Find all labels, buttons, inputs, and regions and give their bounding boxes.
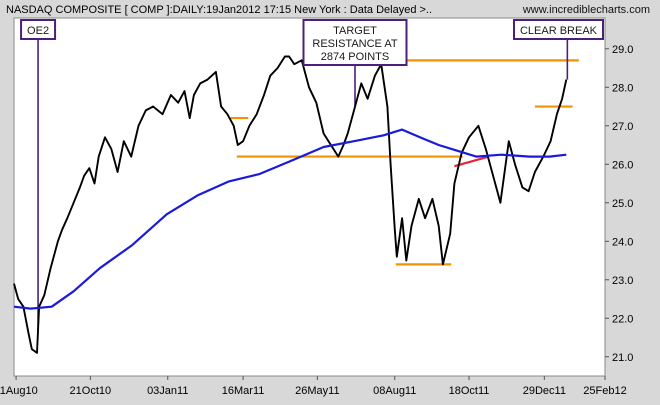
x-tick-label-8: 25Feb12: [583, 385, 626, 397]
annotation-box-1: [302, 19, 408, 66]
x-tick-label-7: 29Dec11: [523, 385, 566, 397]
x-tick-label-1: 21Oct10: [70, 385, 112, 397]
annotation-text-0-0: OE2: [27, 25, 49, 37]
y-tick-label-6: 27.0: [612, 121, 633, 133]
annotation-text-1-1: RESISTANCE AT: [312, 38, 397, 50]
annotation-box-0: [20, 19, 57, 40]
plot-area: [13, 17, 606, 377]
y-axis: 21.0 22.0 23.0 24.0 25.0 26.0 27.0 28.0 29.0: [605, 44, 633, 364]
website-url[interactable]: www.incrediblecharts.com: [522, 4, 650, 16]
y-tick-label-0: 21.0: [612, 352, 633, 364]
y-tick-label-4: 25.0: [612, 198, 633, 210]
y-tick-label-2: 23.0: [612, 275, 633, 287]
x-tick-label-4: 26May11: [295, 385, 339, 397]
x-tick-label-6: 18Oct11: [449, 385, 490, 397]
annotation-text-1-0: TARGET: [333, 25, 377, 37]
x-tick-label-3: 16Mar11: [222, 385, 265, 397]
x-tick-label-2: 03Jan11: [147, 385, 188, 397]
annotation-lines: [37, 39, 569, 330]
level-line-5: [454, 155, 490, 168]
x-axis: 11Aug10 21Oct10 03Jan11 16Mar11 26May11 08Aug…: [0, 376, 627, 397]
y-tick-label-7: 28.0: [612, 82, 633, 94]
y-tick-label-1: 22.0: [612, 313, 633, 325]
annotation-text-2-0: CLEAR BREAK: [520, 25, 598, 37]
y-tick-label-8: 29.0: [612, 44, 633, 56]
x-tick-label-5: 08Aug11: [373, 385, 416, 397]
annotation-text-1-2: 2874 POINTS: [321, 51, 389, 63]
series-lines: [13, 55, 568, 354]
chart-title: NASDAQ COMPOSITE [ COMP ]:DAILY:19Jan201…: [6, 4, 432, 16]
series-line-1: [13, 128, 567, 310]
y-tick-label-5: 26.0: [612, 159, 633, 171]
annotation-box-2: [513, 19, 604, 40]
x-tick-label-0: 11Aug10: [0, 385, 38, 397]
y-tick-label-3: 24.0: [612, 236, 633, 248]
